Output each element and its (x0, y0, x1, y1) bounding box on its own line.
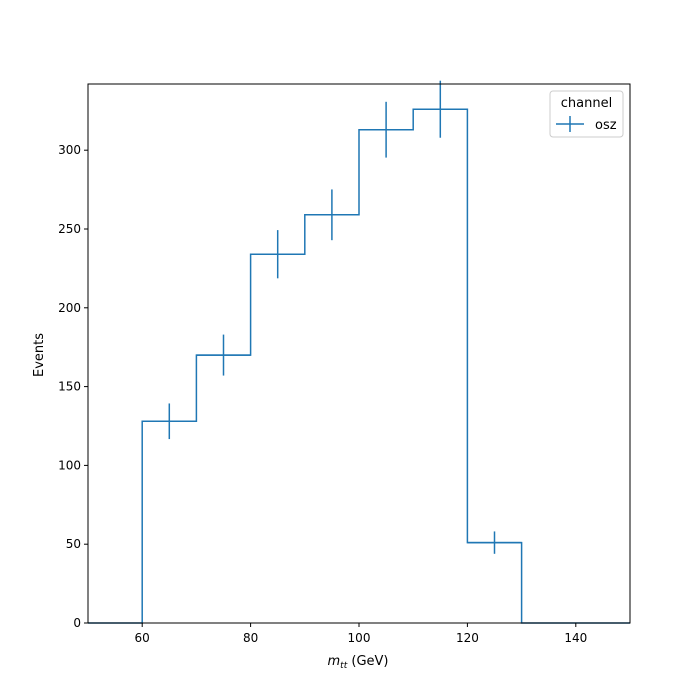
axes-frame (87, 83, 631, 624)
x-tick-label: 60 (135, 631, 150, 645)
x-axis-label-symbol: m (328, 654, 341, 669)
y-tick-label: 250 (58, 222, 81, 236)
error-bar-osz (359, 101, 414, 158)
y-tick-label: 150 (58, 380, 81, 394)
error-bar-osz (467, 531, 522, 554)
y-tick-label: 0 (73, 616, 81, 630)
error-bar-osz (250, 230, 305, 279)
legend-box (549, 90, 624, 138)
y-tick-label: 100 (58, 458, 81, 472)
x-axis-label-unit: (GeV) (347, 654, 388, 669)
x-axis-label-subscript: tt (340, 661, 348, 671)
x-tick-label: 140 (564, 631, 587, 645)
y-tick-label: 50 (66, 537, 81, 551)
error-bar-osz (413, 80, 468, 138)
x-axis-label: mtt (GeV) (328, 654, 389, 671)
x-tick-label: 80 (243, 631, 258, 645)
y-tick-label: 200 (58, 301, 81, 315)
y-axis-label: Events (32, 333, 47, 377)
x-tick-label: 120 (456, 631, 479, 645)
plot-area (88, 80, 630, 624)
legend-entry-osz: osz (595, 118, 617, 133)
error-bar-osz (142, 403, 197, 440)
x-axis-ticks: 60 80 100 120 140 (135, 623, 587, 645)
error-bar-osz (304, 189, 359, 241)
histogram-step-line-osz (88, 108, 630, 624)
legend: channel osz (549, 90, 624, 138)
error-bar-osz (196, 334, 251, 376)
legend-title: channel (561, 96, 612, 111)
y-tick-label: 300 (58, 143, 81, 157)
legend-marker-osz (556, 116, 584, 132)
y-axis-ticks: 0 50 100 150 200 250 300 (58, 143, 88, 630)
x-tick-label: 100 (348, 631, 371, 645)
